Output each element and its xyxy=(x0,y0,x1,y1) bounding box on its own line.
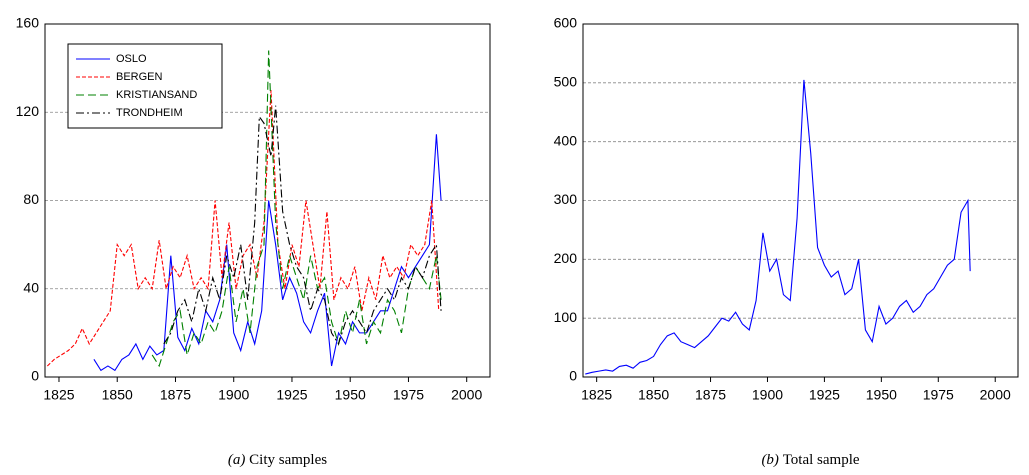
y-tick-label: 100 xyxy=(554,309,578,325)
x-tick-label: 1925 xyxy=(809,387,840,403)
x-tick-label: 1950 xyxy=(335,387,366,403)
x-tick-label: 1975 xyxy=(923,387,954,403)
y-tick-label: 500 xyxy=(554,74,578,90)
x-tick-label: 1900 xyxy=(218,387,249,403)
x-tick-label: 2000 xyxy=(451,387,482,403)
x-tick-label: 1975 xyxy=(393,387,424,403)
caption-text: Total sample xyxy=(783,452,860,468)
x-tick-label: 1850 xyxy=(638,387,669,403)
y-tick-label: 40 xyxy=(23,279,39,295)
y-tick-label: 0 xyxy=(569,368,577,384)
series-line xyxy=(585,79,971,375)
legend-label: OSLO xyxy=(116,53,147,65)
legend-label: TRONDHEIM xyxy=(116,107,183,119)
x-tick-label: 1825 xyxy=(43,387,74,403)
series-line xyxy=(93,134,442,372)
x-tick-label: 1900 xyxy=(752,387,783,403)
x-tick-label: 1850 xyxy=(102,387,133,403)
x-tick-label: 1825 xyxy=(581,387,612,403)
caption: (a) City samples xyxy=(228,452,327,468)
x-tick-label: 1875 xyxy=(695,387,726,403)
y-tick-label: 200 xyxy=(554,250,578,266)
legend-box xyxy=(67,43,223,129)
series-line xyxy=(151,50,442,368)
y-tick-label: 400 xyxy=(554,132,578,148)
caption: (b) Total sample xyxy=(761,452,859,468)
plot-frame xyxy=(582,23,1019,378)
x-tick-label: 1950 xyxy=(866,387,897,403)
x-tick-label: 2000 xyxy=(980,387,1011,403)
y-tick-label: 160 xyxy=(16,15,40,31)
caption-text: City samples xyxy=(249,452,327,468)
y-tick-label: 300 xyxy=(554,191,578,207)
legend-label: BERGEN xyxy=(116,71,163,83)
x-tick-label: 1925 xyxy=(276,387,307,403)
y-tick-label: 0 xyxy=(31,368,39,384)
plot-frame xyxy=(44,23,491,378)
y-tick-label: 600 xyxy=(554,15,578,31)
y-tick-label: 120 xyxy=(16,103,40,119)
series-line xyxy=(163,105,442,346)
caption-label: (b) xyxy=(761,452,779,468)
x-tick-label: 1875 xyxy=(160,387,191,403)
series-line xyxy=(46,90,440,367)
legend-label: KRISTIANSAND xyxy=(116,89,197,101)
caption-label: (a) xyxy=(228,452,246,468)
y-tick-label: 80 xyxy=(23,191,39,207)
